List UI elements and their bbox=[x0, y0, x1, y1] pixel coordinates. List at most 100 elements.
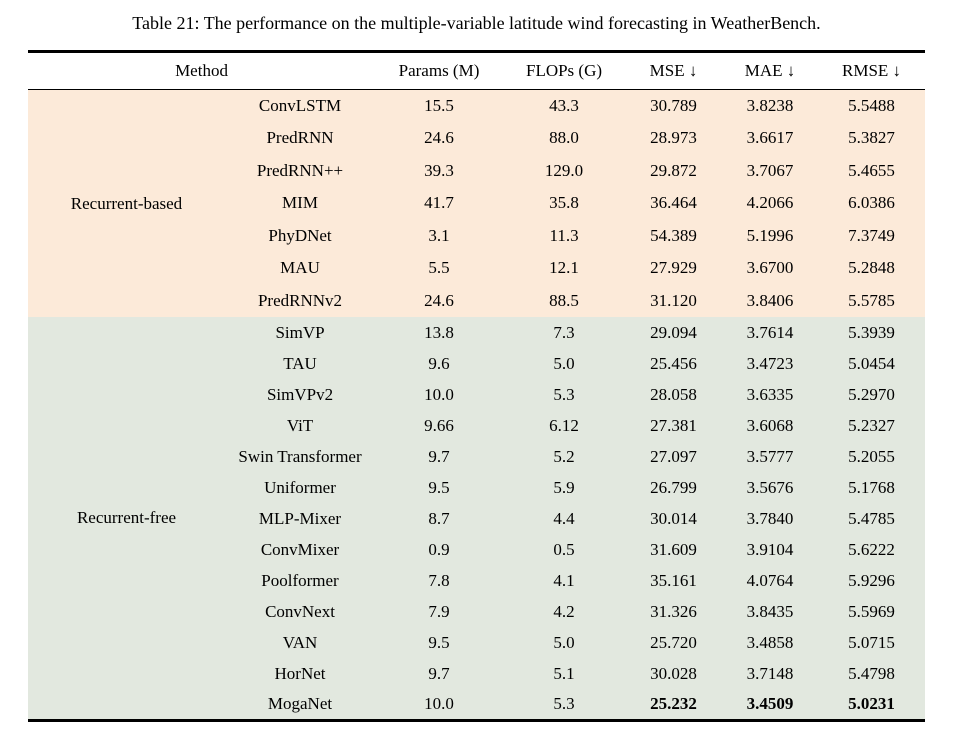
table-row: Recurrent-based ConvLSTM 15.5 43.3 30.789 3.8… bbox=[28, 89, 926, 317]
cell-method: Swin Transformer bbox=[225, 441, 376, 472]
cell-method: PredRNN bbox=[225, 122, 376, 155]
cell-method: MIM bbox=[225, 187, 376, 220]
cell-mae: 3.8238 bbox=[722, 89, 819, 122]
cell-rmse: 5.5785 bbox=[818, 284, 926, 317]
cell-flops: 4.1 bbox=[503, 565, 626, 596]
cell-method: ConvLSTM bbox=[225, 89, 376, 122]
table-row: MIM 41.7 35.8 36.464 4.2066 6.0386 bbox=[28, 187, 926, 220]
cell-rmse: 5.2327 bbox=[818, 410, 926, 441]
cell-flops: 43.3 bbox=[503, 89, 626, 122]
cell-mae: 3.4858 bbox=[722, 627, 819, 658]
cell-mse: 31.609 bbox=[625, 534, 723, 565]
cell-mse: 27.381 bbox=[625, 410, 723, 441]
header-flops: FLOPs (G) bbox=[503, 51, 626, 90]
cell-flops: 5.9 bbox=[503, 472, 626, 503]
cell-method: PhyDNet bbox=[225, 219, 376, 252]
cell-flops: 0.5 bbox=[503, 534, 626, 565]
cell-mae: 3.5676 bbox=[722, 472, 819, 503]
cell-method: PredRNN++ bbox=[225, 154, 376, 187]
cell-rmse: 5.0454 bbox=[818, 348, 926, 379]
cell-rmse: 5.4785 bbox=[818, 503, 926, 534]
cell-method: SimVPv2 bbox=[225, 379, 376, 410]
cell-rmse: 5.1768 bbox=[818, 472, 926, 503]
cell-mse: 30.789 bbox=[625, 89, 723, 122]
cell-params: 10.0 bbox=[375, 379, 504, 410]
cell-mse: 30.028 bbox=[625, 658, 723, 689]
cell-mse: 27.097 bbox=[625, 441, 723, 472]
table-caption: Table 21: The performance on the multipl… bbox=[132, 13, 821, 33]
cell-mae: 3.6617 bbox=[722, 122, 819, 155]
cell-params: 41.7 bbox=[375, 187, 504, 220]
table-row: SimVPv2 10.0 5.3 28.058 3.6335 5.2970 bbox=[28, 379, 926, 410]
cell-method: HorNet bbox=[225, 658, 376, 689]
cell-mse: 25.720 bbox=[625, 627, 723, 658]
cell-rmse: 5.2970 bbox=[818, 379, 926, 410]
cell-mae: 3.8406 bbox=[722, 284, 819, 317]
cell-rmse: 7.3749 bbox=[818, 219, 926, 252]
cell-flops: 88.5 bbox=[503, 284, 626, 317]
cell-rmse: 5.3827 bbox=[818, 122, 926, 155]
cell-method: ConvNext bbox=[225, 596, 376, 627]
cell-flops: 4.4 bbox=[503, 503, 626, 534]
cell-flops: 5.3 bbox=[503, 379, 626, 410]
cell-method: MLP-Mixer bbox=[225, 503, 376, 534]
cell-rmse: 5.3939 bbox=[818, 317, 926, 348]
cell-params: 7.8 bbox=[375, 565, 504, 596]
table-row: Uniformer 9.5 5.9 26.799 3.5676 5.1768 bbox=[28, 472, 926, 503]
table-row: TAU 9.6 5.0 25.456 3.4723 5.0454 bbox=[28, 348, 926, 379]
cell-mae: 3.5777 bbox=[722, 441, 819, 472]
cell-rmse: 5.4798 bbox=[818, 658, 926, 689]
table-row: PredRNN 24.6 88.0 28.973 3.6617 5.3827 bbox=[28, 122, 926, 155]
table-row: PredRNNv2 24.6 88.5 31.120 3.8406 5.5785 bbox=[28, 284, 926, 317]
table-body: Recurrent-based ConvLSTM 15.5 43.3 30.789 3.8… bbox=[28, 89, 926, 720]
cell-mae: 3.7148 bbox=[722, 658, 819, 689]
header-mse: MSE ↓ bbox=[625, 51, 723, 90]
table-row: Recurrent-free SimVP 13.8 7.3 29.094 3.7614 5.… bbox=[28, 317, 926, 720]
cell-rmse: 5.4655 bbox=[818, 154, 926, 187]
cell-params: 7.9 bbox=[375, 596, 504, 627]
cell-params: 3.1 bbox=[375, 219, 504, 252]
table-row: HorNet 9.7 5.1 30.028 3.7148 5.4798 bbox=[28, 658, 926, 689]
cell-method: MogaNet bbox=[225, 689, 376, 720]
header-rmse: RMSE ↓ bbox=[818, 51, 926, 90]
cell-flops: 5.0 bbox=[503, 627, 626, 658]
table-header-row: Method Params (M) FLOPs (G) MSE ↓ MAE ↓ … bbox=[28, 51, 926, 90]
cell-flops: 4.2 bbox=[503, 596, 626, 627]
cell-flops: 5.3 bbox=[503, 689, 626, 720]
cell-mse: 25.456 bbox=[625, 348, 723, 379]
cell-mae: 4.2066 bbox=[722, 187, 819, 220]
cell-rmse: 5.5969 bbox=[818, 596, 926, 627]
cell-method: TAU bbox=[225, 348, 376, 379]
cell-mse: 28.058 bbox=[625, 379, 723, 410]
cell-mae: 3.8435 bbox=[722, 596, 819, 627]
header-params: Params (M) bbox=[375, 51, 504, 90]
cell-params: 24.6 bbox=[375, 284, 504, 317]
cell-mse: 31.326 bbox=[625, 596, 723, 627]
table-row: VAN 9.5 5.0 25.720 3.4858 5.0715 bbox=[28, 627, 926, 658]
cell-rmse: 6.0386 bbox=[818, 187, 926, 220]
cell-flops: 11.3 bbox=[503, 219, 626, 252]
cell-mse: 25.232 bbox=[625, 689, 723, 720]
cell-params: 0.9 bbox=[375, 534, 504, 565]
cell-flops: 129.0 bbox=[503, 154, 626, 187]
group-label: Recurrent-based bbox=[28, 89, 225, 317]
cell-rmse: 5.5488 bbox=[818, 89, 926, 122]
cell-mse: 35.161 bbox=[625, 565, 723, 596]
cell-method: MAU bbox=[225, 252, 376, 285]
cell-params: 9.5 bbox=[375, 472, 504, 503]
cell-mae: 3.7840 bbox=[722, 503, 819, 534]
cell-flops: 12.1 bbox=[503, 252, 626, 285]
header-method: Method bbox=[28, 51, 376, 90]
cell-mse: 36.464 bbox=[625, 187, 723, 220]
table-row: ConvNext 7.9 4.2 31.326 3.8435 5.5969 bbox=[28, 596, 926, 627]
cell-params: 9.66 bbox=[375, 410, 504, 441]
cell-mae: 3.6335 bbox=[722, 379, 819, 410]
cell-method: SimVP bbox=[225, 317, 376, 348]
cell-mse: 26.799 bbox=[625, 472, 723, 503]
cell-params: 5.5 bbox=[375, 252, 504, 285]
cell-params: 24.6 bbox=[375, 122, 504, 155]
table-row: MLP-Mixer 8.7 4.4 30.014 3.7840 5.4785 bbox=[28, 503, 926, 534]
table-row: MogaNet 10.0 5.3 25.232 3.4509 5.0231 bbox=[28, 689, 926, 720]
cell-method: ViT bbox=[225, 410, 376, 441]
cell-params: 15.5 bbox=[375, 89, 504, 122]
